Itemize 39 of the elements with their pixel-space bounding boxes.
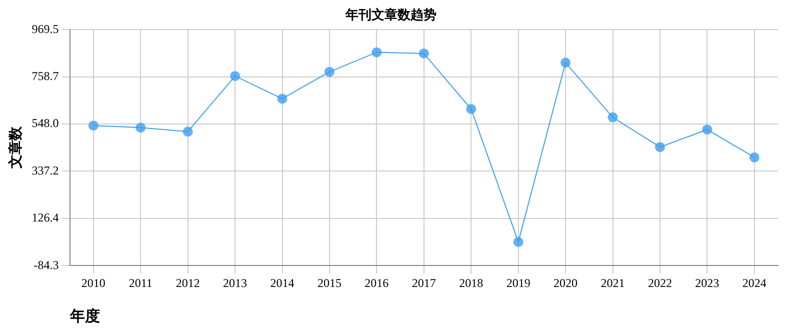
x-tick-label: 2017 bbox=[412, 276, 436, 290]
x-tick-label: 2012 bbox=[176, 276, 200, 290]
x-tick-label: 2022 bbox=[648, 276, 672, 290]
y-tick-label: -84.3 bbox=[34, 258, 59, 272]
point bbox=[654, 142, 665, 152]
x-tick-label: 2019 bbox=[506, 276, 530, 290]
x-tick-label: 2011 bbox=[128, 276, 152, 290]
y-tick-label: 126.4 bbox=[32, 210, 59, 225]
x-tick-label: 2024 bbox=[742, 276, 766, 290]
point bbox=[136, 122, 146, 133]
x-tick-label: 2014 bbox=[270, 276, 294, 290]
point bbox=[182, 126, 193, 137]
point bbox=[372, 47, 382, 58]
point bbox=[702, 124, 712, 135]
x-axis-title: 年度 bbox=[68, 306, 100, 325]
point bbox=[324, 66, 334, 77]
y-axis-title: 文章数 bbox=[7, 126, 24, 170]
point bbox=[749, 152, 760, 162]
x-tick-label: 2023 bbox=[695, 276, 720, 290]
x-tick-label: 2021 bbox=[600, 276, 625, 290]
x-tick-label: 2020 bbox=[554, 276, 578, 290]
point bbox=[277, 94, 288, 104]
y-tick-label: 548.0 bbox=[32, 116, 59, 130]
point bbox=[608, 112, 618, 122]
point bbox=[88, 120, 98, 131]
chart-title: 年刊文章数趋势 bbox=[344, 7, 436, 22]
point bbox=[230, 71, 240, 82]
y-tick-label: 337.2 bbox=[32, 163, 59, 178]
point bbox=[418, 48, 429, 58]
y-tick-label: 969.5 bbox=[32, 22, 59, 36]
x-tick-label: 2018 bbox=[459, 276, 484, 290]
y-tick-label: 758.7 bbox=[32, 68, 59, 83]
x-tick-label: 2010 bbox=[81, 276, 106, 290]
point bbox=[466, 104, 476, 114]
point bbox=[513, 237, 524, 248]
point bbox=[560, 58, 571, 68]
x-tick-label: 2016 bbox=[364, 276, 389, 290]
x-tick-label: 2015 bbox=[317, 276, 342, 290]
x-tick-label: 2013 bbox=[223, 276, 248, 290]
